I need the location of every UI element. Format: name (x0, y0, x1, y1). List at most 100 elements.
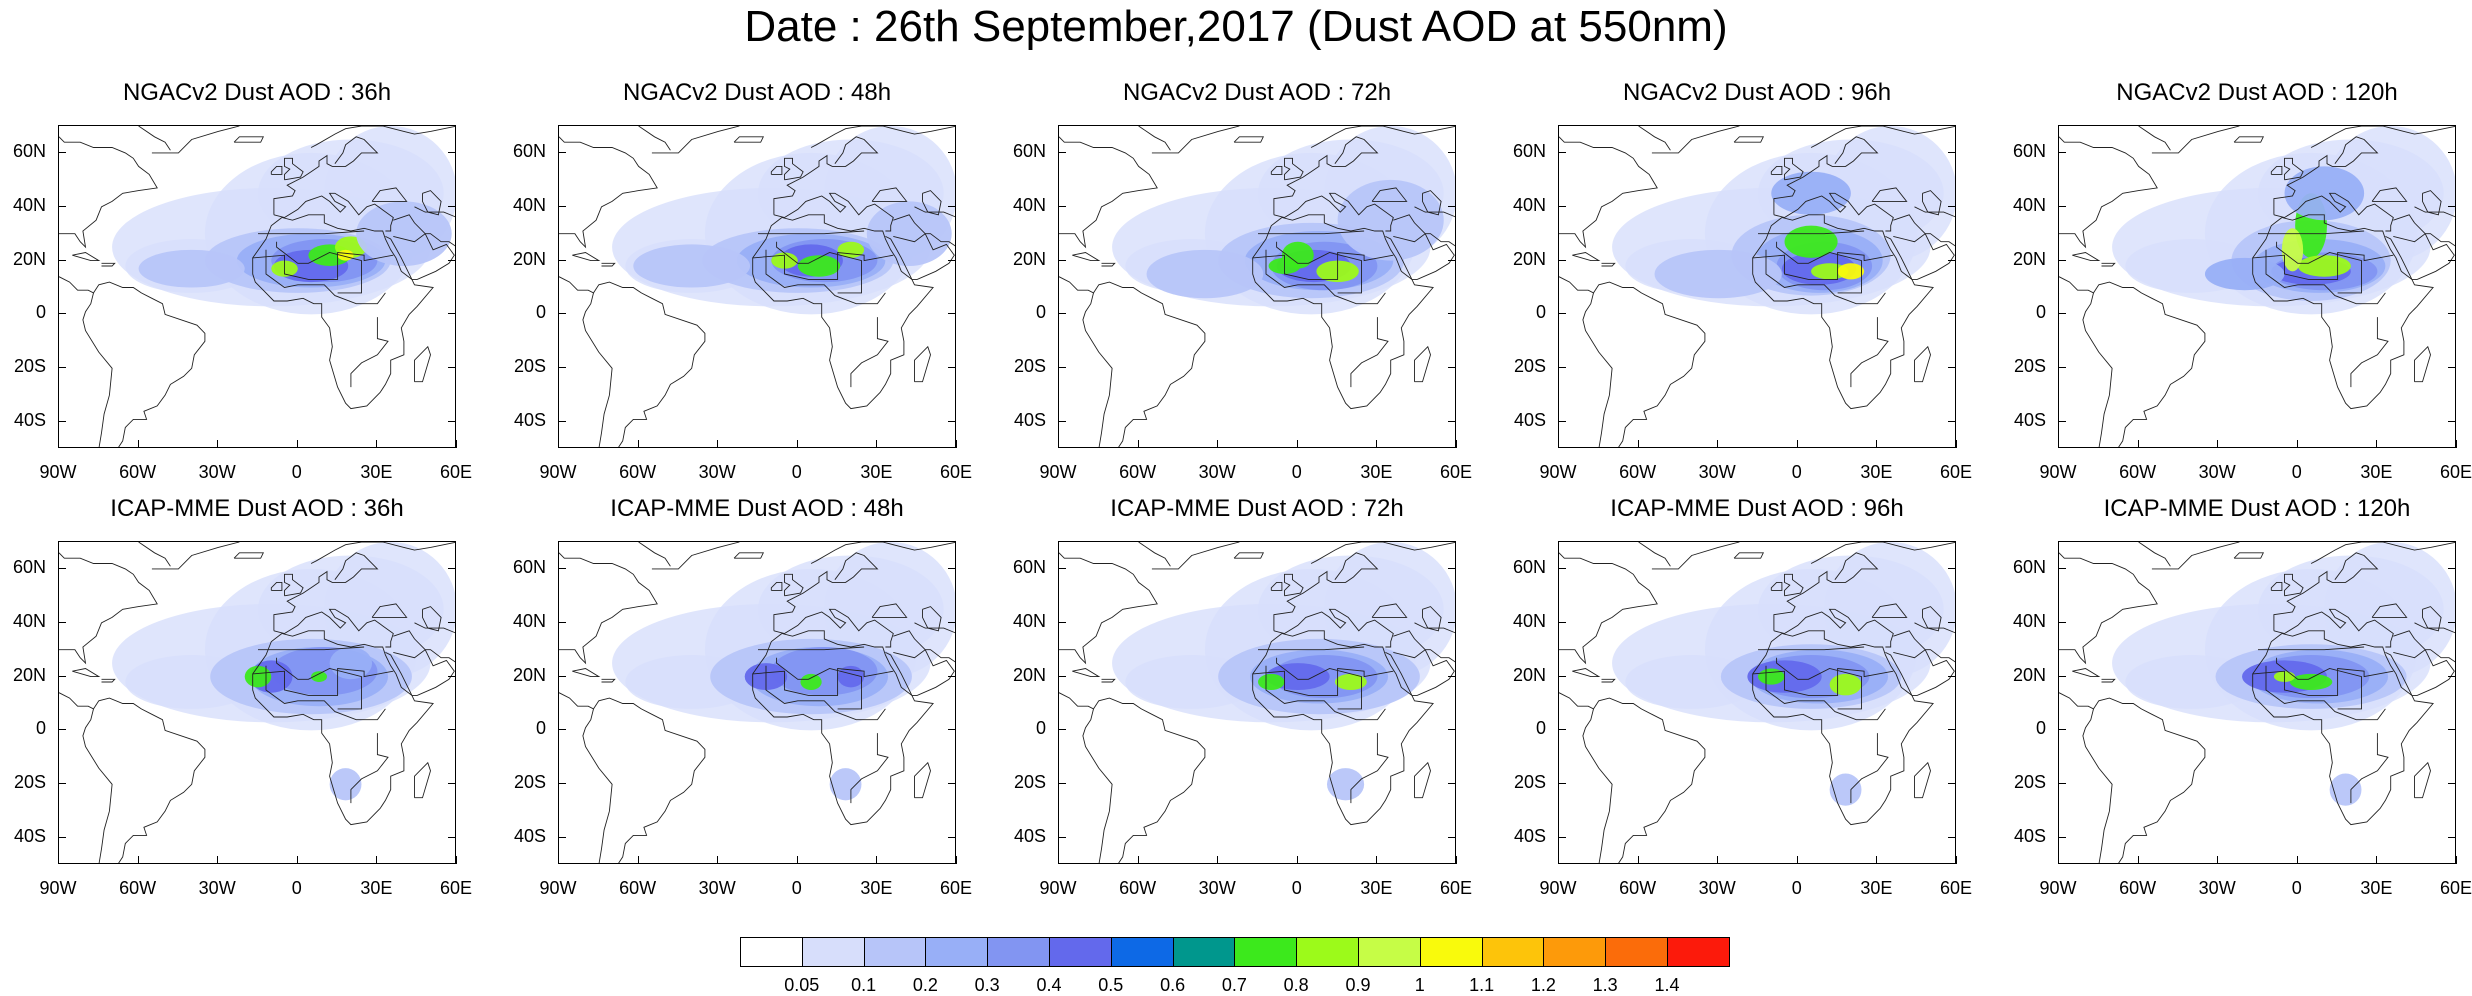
lat-tick (1558, 259, 1566, 261)
lat-tick (2448, 367, 2456, 369)
coastline (1893, 214, 1926, 243)
lon-tick (1296, 440, 1298, 448)
coastline (784, 573, 804, 597)
coastline (1385, 649, 1455, 696)
lat-tick (2058, 259, 2066, 261)
map-panel: ICAP-MME Dust AOD : 48h 60N 40N 20N 0 20S 40S 9… (513, 495, 972, 898)
lon-tick (1558, 856, 1559, 864)
coastline (151, 542, 240, 570)
lon-tick (296, 856, 298, 864)
coastline (1414, 345, 1431, 383)
coastline (773, 192, 894, 232)
coastline (270, 165, 283, 175)
lat-tick-label: 20S (2013, 772, 2046, 793)
coastline (2284, 573, 2304, 597)
coastline (1601, 262, 1616, 267)
coastline (1638, 542, 1671, 567)
dust-aod-shading (244, 665, 272, 688)
coastline (572, 668, 601, 678)
lon-tick (456, 856, 457, 864)
colorbar-label: 1.2 (1530, 975, 1556, 995)
lat-tick (558, 567, 566, 569)
coastline (651, 542, 740, 570)
colorbar-swatch (1605, 937, 1668, 967)
coastline (559, 692, 706, 863)
lon-tick (2058, 856, 2059, 864)
lat-tick (1448, 621, 1456, 623)
dust-aod-shading (1334, 673, 1367, 691)
coastline (885, 649, 955, 696)
lat-tick (948, 783, 956, 785)
map-panel: NGACv2 Dust AOD : 120h 60N 40N 20N 0 20S 40S 90… (2013, 79, 2472, 482)
coastline (1276, 657, 1362, 710)
coastline (572, 252, 601, 262)
lon-tick (217, 440, 219, 448)
lat-tick-label: 40N (512, 194, 546, 215)
lat-tick-label: 0 (535, 718, 546, 739)
dust-aod-shading (837, 241, 865, 258)
coastline (276, 657, 362, 710)
coastline (1385, 233, 1455, 280)
lon-tick (1376, 856, 1378, 864)
colorbar-swatch (801, 937, 865, 967)
lon-tick (796, 440, 798, 448)
coastline (422, 190, 442, 216)
coastline (1914, 622, 1955, 634)
lon-tick (217, 856, 219, 864)
lat-tick (1448, 675, 1456, 677)
map-svg (59, 542, 455, 863)
lat-tick (1448, 205, 1456, 207)
lat-tick (558, 621, 566, 623)
lat-tick (1948, 837, 1956, 839)
lat-tick (1948, 567, 1956, 569)
coastline (1414, 206, 1455, 218)
coastline (422, 606, 442, 632)
coastline (2265, 249, 2386, 305)
lat-tick (948, 151, 956, 153)
coastline (2385, 649, 2455, 696)
lat-tick-label: 40S (13, 826, 46, 847)
coastline (2258, 646, 2365, 651)
lat-tick (2058, 675, 2066, 677)
coastline (1151, 126, 1240, 154)
lat-tick-label: 60N (2012, 140, 2046, 161)
lat-tick (2058, 367, 2066, 369)
lon-tick-label: 60W (2119, 878, 2157, 898)
coastline (1414, 622, 1455, 634)
lat-tick (948, 259, 956, 261)
lon-tick-label: 60W (2119, 462, 2157, 482)
colorbar-swatch (987, 937, 1050, 967)
coastline (1582, 708, 1613, 863)
coastline (2233, 552, 2265, 559)
panel-title: ICAP-MME Dust AOD : 36h (110, 495, 404, 522)
lat-tick (1558, 421, 1566, 423)
coastline (601, 262, 616, 267)
lat-tick (558, 421, 566, 423)
map-svg (559, 126, 955, 447)
coastline (2072, 252, 2101, 262)
lat-tick (1058, 783, 1066, 785)
lon-tick-label: 0 (791, 462, 802, 482)
coastline (2059, 552, 2158, 665)
coastline (752, 214, 934, 410)
coastline (733, 136, 765, 143)
colorbar-label: 0.7 (1221, 975, 1247, 995)
lat-tick-label: 20S (1013, 772, 1046, 793)
coastline (265, 249, 386, 305)
lon-tick-label: 90W (1039, 462, 1077, 482)
coastline (2414, 206, 2455, 218)
coastline (1265, 665, 1386, 721)
coastline (1752, 668, 1894, 696)
lon-tick (2137, 856, 2139, 864)
coastline (1151, 542, 1240, 570)
lat-tick (2058, 205, 2066, 207)
lon-tick-label: 90W (1539, 462, 1577, 482)
lon-tick-label: 30E (2360, 462, 2393, 482)
coastline (922, 606, 942, 632)
lat-tick-label: 40N (12, 194, 46, 215)
coastline (922, 190, 942, 216)
coastline (1059, 552, 1158, 665)
lon-tick (796, 856, 798, 864)
coastline (765, 249, 886, 305)
lon-tick (376, 440, 378, 448)
